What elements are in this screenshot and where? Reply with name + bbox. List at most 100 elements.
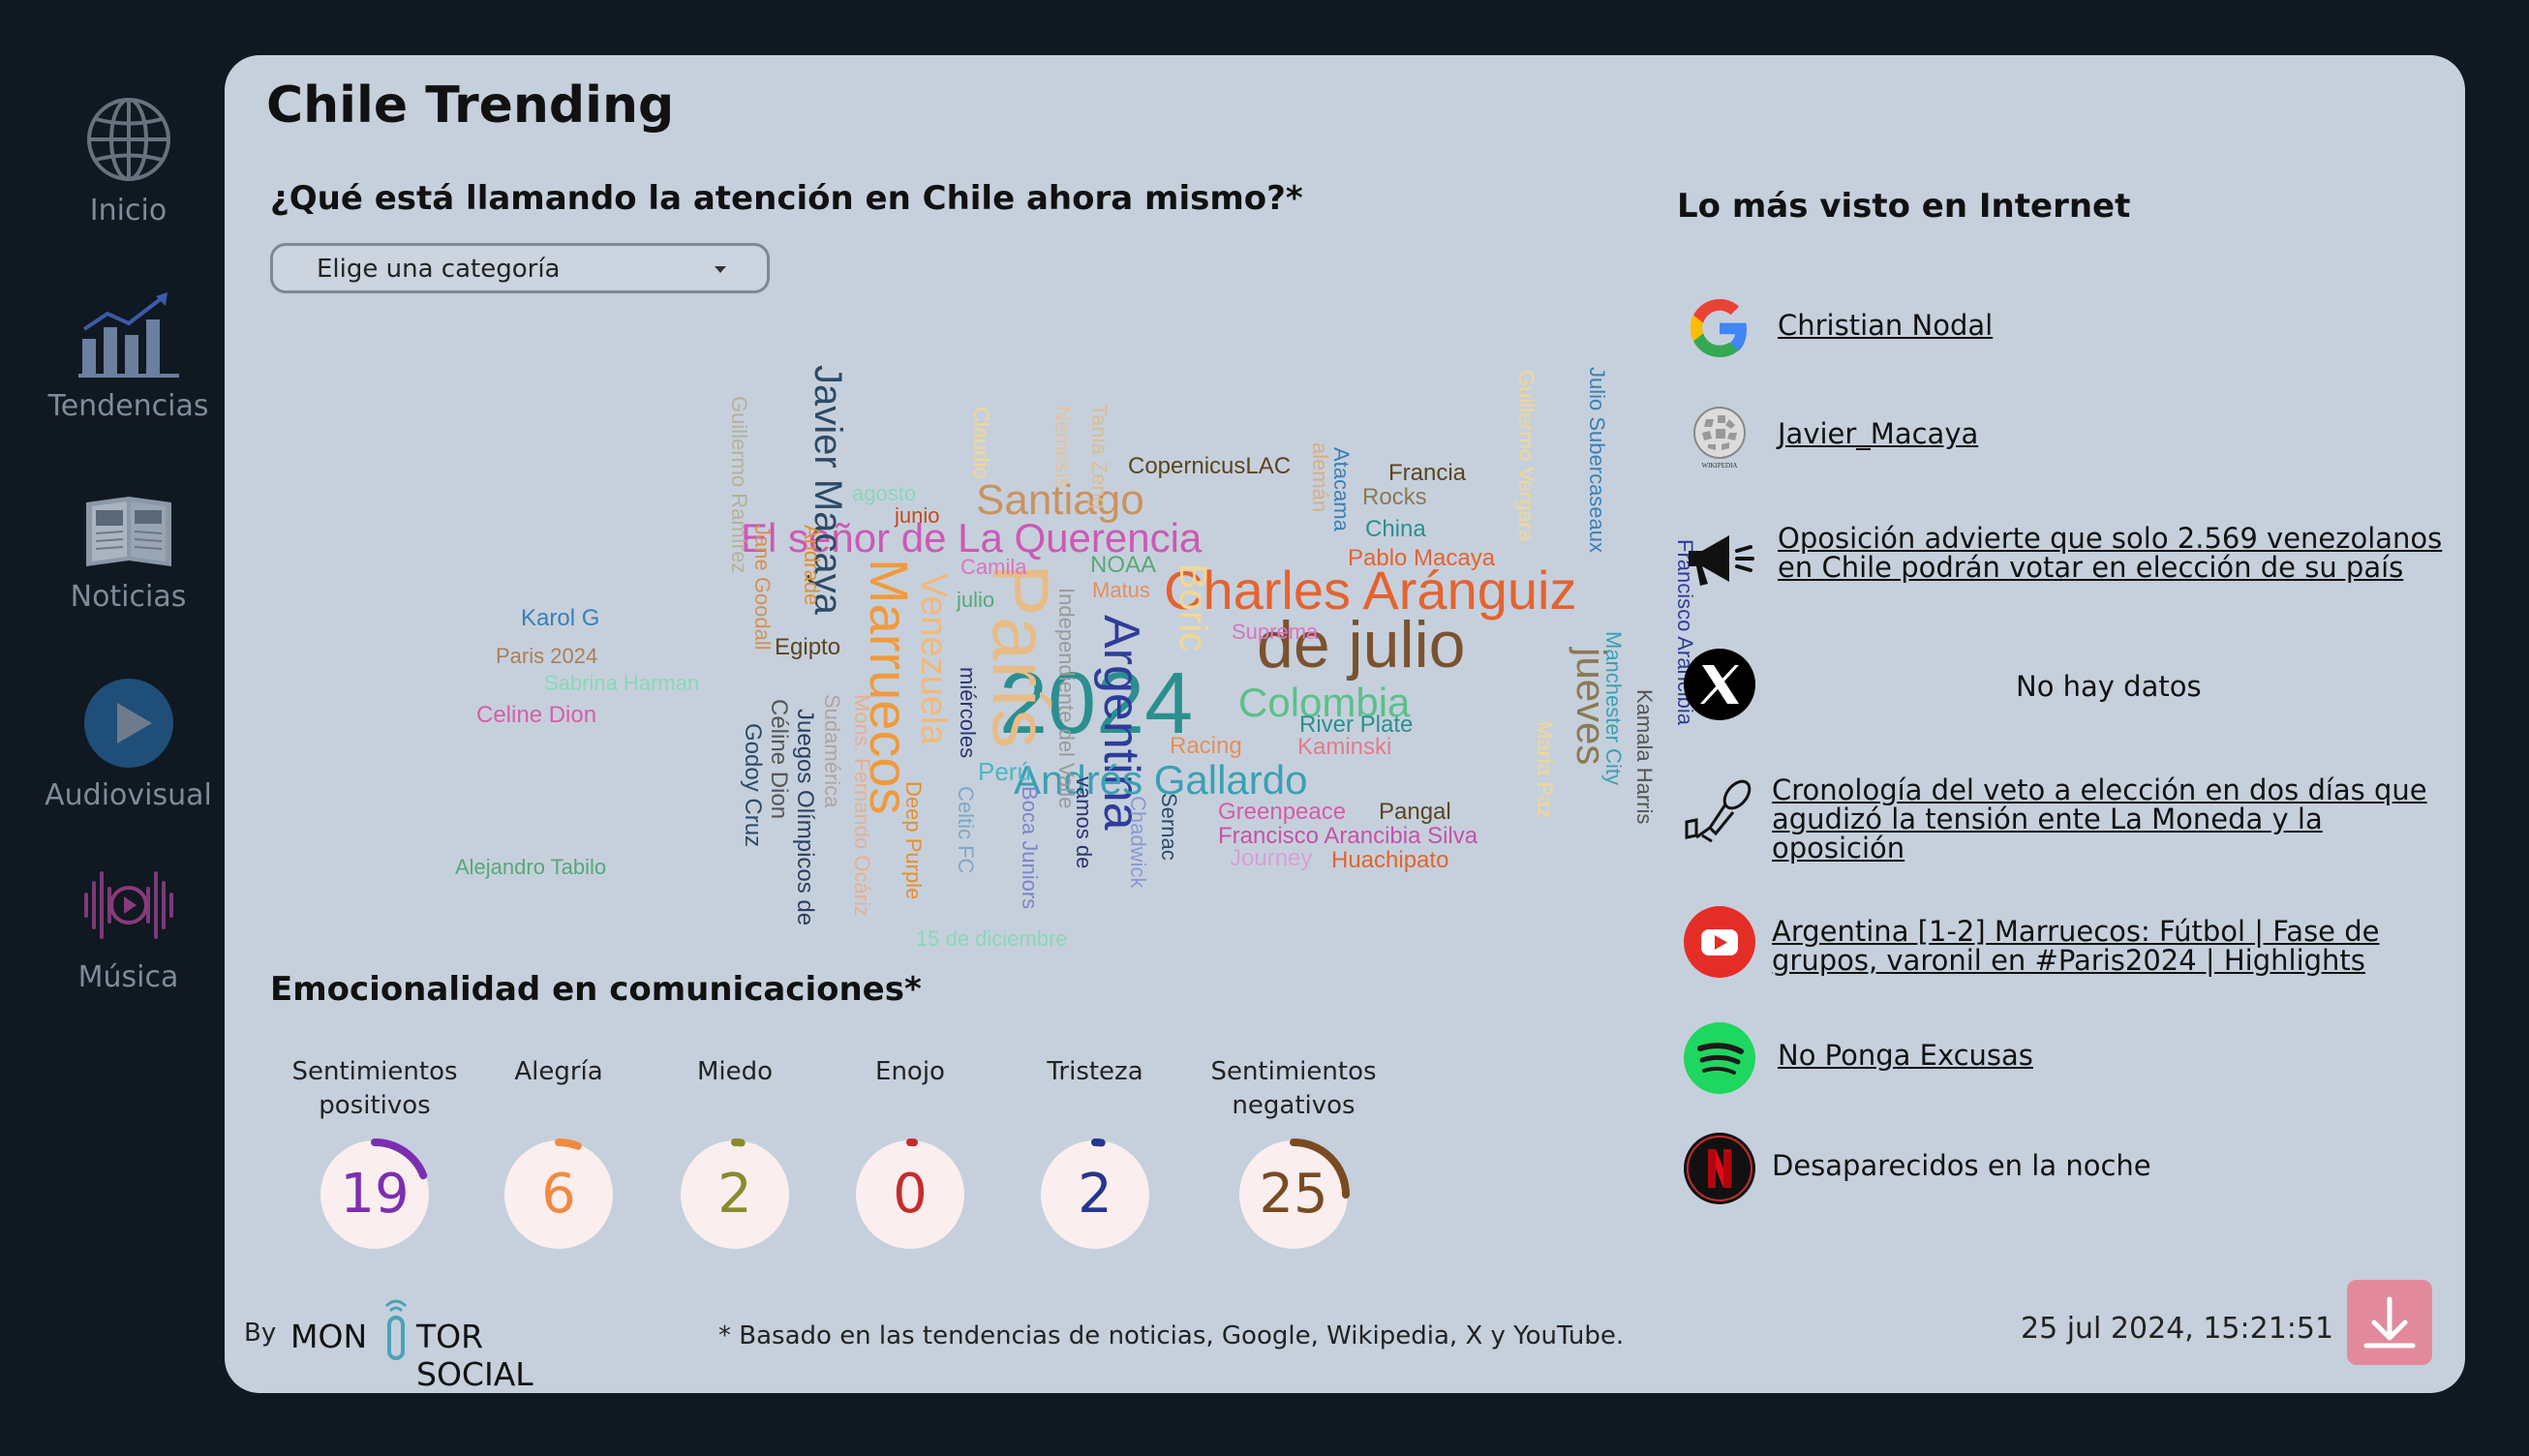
emotion-label: Alegría bbox=[514, 1057, 603, 1086]
word-cloud-term: París bbox=[976, 563, 1064, 749]
monitor-social-logo: MON TOR SOCIAL bbox=[290, 1294, 600, 1393]
internet-item-link[interactable]: Christian Nodal bbox=[1778, 309, 1994, 342]
word-cloud-term: Argentina bbox=[1093, 615, 1149, 831]
word-cloud-term: Nemesis bbox=[1051, 406, 1075, 489]
word-cloud-term: Kamala Harris bbox=[1632, 689, 1657, 825]
page-title: Chile Trending bbox=[266, 76, 675, 135]
wikipedia-icon: WIKIPEDIA bbox=[1693, 407, 1746, 470]
word-cloud-term: alemán bbox=[1308, 442, 1332, 513]
signal-icon bbox=[384, 1299, 408, 1360]
timestamp: 25 jul 2024, 15:21:51 bbox=[2021, 1312, 2334, 1346]
internet-item-link[interactable]: Argentina [1-2] Marruecos: Fútbol | Fase… bbox=[1772, 915, 2380, 977]
play-icon bbox=[83, 679, 173, 768]
word-cloud-term: Kaminski bbox=[1297, 734, 1392, 760]
section-title-internet: Lo más visto en Internet bbox=[1677, 187, 2131, 226]
x-icon bbox=[1684, 649, 1755, 720]
word-cloud-term: China bbox=[1365, 516, 1426, 542]
word-cloud-term: Pangal bbox=[1379, 799, 1451, 825]
word-cloud-term: El señor de La Querencia bbox=[741, 515, 1203, 561]
word-cloud-term: Deep Purple bbox=[901, 781, 926, 900]
emotion-label: Sentimientos positivos bbox=[291, 1057, 458, 1120]
sidebar-item-tendencias[interactable]: Tendencias bbox=[0, 290, 257, 423]
word-cloud-term: Juegos Olímpicos de bbox=[792, 709, 818, 926]
word-cloud-term: Sernac bbox=[1157, 793, 1181, 861]
emotion-label: Sentimientos negativos bbox=[1210, 1057, 1377, 1120]
word-cloud-term: Perú bbox=[978, 757, 1031, 786]
word-cloud-term: Javier Macaya bbox=[807, 365, 849, 615]
download-button[interactable] bbox=[2347, 1280, 2432, 1365]
emotion-ring: 19 bbox=[317, 1137, 433, 1253]
netflix-icon bbox=[1684, 1133, 1755, 1204]
word-cloud-term: Godoy Cruz bbox=[740, 723, 766, 848]
emotion-value: 19 bbox=[340, 1163, 410, 1226]
word-cloud-term: Boca Juniors bbox=[1018, 786, 1042, 910]
word-cloud-term: miércoles bbox=[956, 667, 980, 759]
emotion-label: Enojo bbox=[875, 1057, 945, 1086]
emotion-ring: 2 bbox=[677, 1137, 793, 1253]
word-cloud-term: Egipto bbox=[775, 634, 841, 660]
word-cloud-term: Andrade bbox=[800, 525, 824, 606]
footnote: * Basado en las tendencias de noticias, … bbox=[718, 1321, 1625, 1350]
bar-chart-icon bbox=[77, 292, 179, 378]
main-panel: Chile Trending ¿Qué está llamando la ate… bbox=[225, 55, 2465, 1393]
internet-item-link[interactable]: Cronología del veto a elección en dos dí… bbox=[1772, 774, 2427, 864]
chevron-down-icon bbox=[715, 266, 726, 273]
megaphone-icon bbox=[1689, 535, 1754, 586]
word-cloud-term: Sudamérica bbox=[820, 694, 844, 808]
word-cloud-term: Matus bbox=[1092, 578, 1150, 602]
emotion-value: 6 bbox=[541, 1163, 576, 1226]
word-cloud-term: junio bbox=[895, 503, 940, 528]
word-cloud-term: Guillermo Vergara bbox=[1514, 370, 1539, 542]
word-cloud: Charles Aránguiz 2024 de julio El señor de … bbox=[360, 307, 1716, 965]
word-cloud-term: Celine Dion bbox=[476, 702, 597, 728]
word-cloud-term: vamos de bbox=[1072, 776, 1096, 869]
word-cloud-term: Mons. Fernando Ocáriz bbox=[850, 694, 874, 917]
word-cloud-term: Andrés Gallardo bbox=[1014, 757, 1308, 803]
globe-icon bbox=[86, 98, 170, 181]
word-cloud-term: Chadwick bbox=[1126, 796, 1150, 889]
sidebar-item-musica[interactable]: Música bbox=[0, 860, 257, 994]
word-cloud-term: Francisco Arancibia Silva bbox=[1218, 823, 1478, 849]
emotion-gauge: Tristeza 2 bbox=[989, 1055, 1202, 1253]
emotion-gauge: Sentimientos positivos 19 bbox=[268, 1055, 481, 1253]
word-cloud-term: River Plate bbox=[1299, 712, 1414, 738]
internet-item-text: Desaparecidos en la noche bbox=[1772, 1149, 2151, 1182]
sidebar-item-noticias[interactable]: Noticias bbox=[0, 489, 257, 614]
word-cloud-term: Tania Zeng bbox=[1087, 404, 1112, 509]
word-cloud-term: Boric bbox=[1172, 563, 1214, 652]
sidebar-item-inicio[interactable]: Inicio bbox=[0, 95, 257, 228]
word-cloud-term: Independiente del Valle bbox=[1054, 588, 1079, 809]
svg-text:WIKIPEDIA: WIKIPEDIA bbox=[1702, 462, 1738, 470]
emotion-value: 2 bbox=[1078, 1163, 1112, 1226]
word-cloud-term: Marruecos bbox=[859, 559, 920, 815]
word-cloud-term: Claudio bbox=[969, 407, 993, 479]
category-select[interactable]: Elige una categoría bbox=[270, 243, 770, 293]
word-cloud-term: agosto bbox=[852, 481, 917, 505]
internet-item-link[interactable]: Oposición advierte que solo 2.569 venezo… bbox=[1778, 522, 2443, 584]
spotify-icon bbox=[1684, 1022, 1755, 1094]
download-icon bbox=[2363, 1296, 2416, 1349]
word-cloud-term: NOAA bbox=[1090, 552, 1157, 578]
emotion-value: 2 bbox=[717, 1163, 752, 1226]
section-title-trending: ¿Qué está llamando la atención en Chile … bbox=[270, 179, 1303, 218]
word-cloud-term: 2024 bbox=[999, 655, 1194, 752]
word-cloud-term: Camila bbox=[960, 555, 1027, 579]
word-cloud-term: Rocks bbox=[1362, 484, 1427, 510]
word-cloud-term: Journey bbox=[1230, 845, 1313, 871]
logo-text-right: TOR SOCIAL bbox=[416, 1318, 533, 1393]
internet-item-link[interactable]: Javier_Macaya bbox=[1778, 417, 1979, 450]
word-cloud-term: Karol G bbox=[521, 605, 600, 631]
emotion-ring: 25 bbox=[1235, 1137, 1352, 1253]
emotion-gauge: Miedo 2 bbox=[628, 1055, 841, 1253]
microphone-icon bbox=[1685, 779, 1752, 843]
word-cloud-term: Racing bbox=[1170, 733, 1242, 759]
emotion-value: 0 bbox=[893, 1163, 928, 1226]
sidebar-item-audiovisual[interactable]: Audiovisual bbox=[0, 678, 257, 812]
word-cloud-term: María Paz bbox=[1533, 721, 1557, 819]
sidebar-item-label: Tendencias bbox=[47, 389, 209, 423]
word-cloud-term: Venezuela bbox=[913, 573, 954, 745]
by-label: By bbox=[244, 1319, 277, 1348]
word-cloud-term: Huachipato bbox=[1331, 847, 1449, 873]
internet-item-link[interactable]: No Ponga Excusas bbox=[1778, 1039, 2033, 1072]
sidebar-item-label: Noticias bbox=[70, 580, 187, 614]
